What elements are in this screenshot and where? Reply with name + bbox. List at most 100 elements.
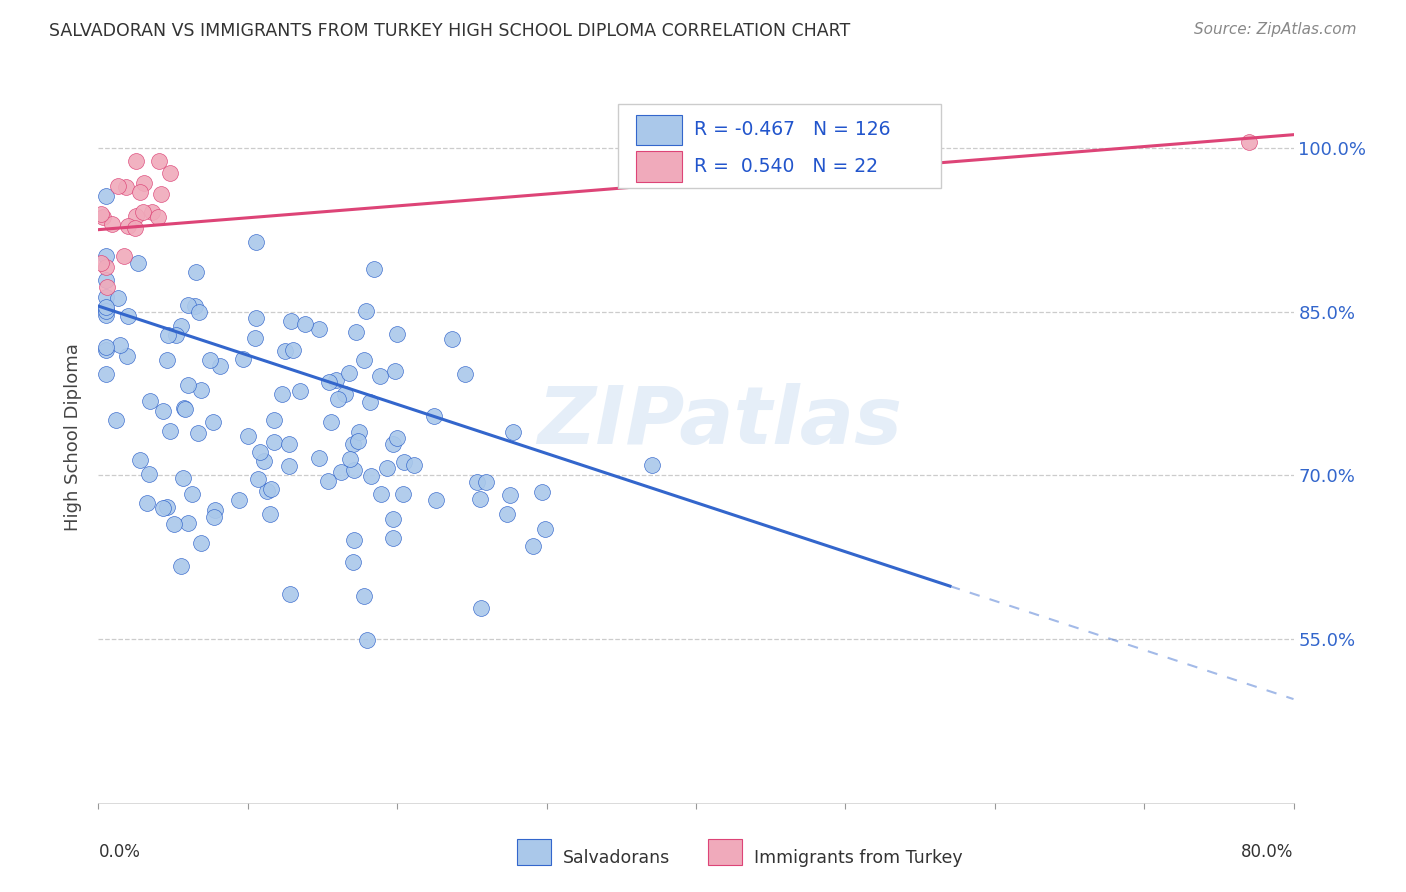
FancyBboxPatch shape: [709, 838, 742, 865]
FancyBboxPatch shape: [517, 838, 551, 865]
Point: [360, 468, 382, 483]
Point: [640, 458, 662, 473]
Point: [422, 409, 444, 424]
FancyBboxPatch shape: [637, 151, 682, 182]
Point: [94, 273, 117, 287]
Text: 80.0%: 80.0%: [1241, 843, 1294, 861]
Point: [148, 210, 170, 224]
Point: [465, 475, 488, 490]
Point: [177, 516, 200, 530]
Text: 0.0%: 0.0%: [98, 843, 141, 861]
Point: [152, 404, 174, 418]
Point: [402, 458, 425, 472]
Point: [347, 434, 370, 448]
Point: [152, 500, 174, 515]
Point: [381, 512, 404, 526]
Point: [263, 434, 285, 449]
Point: [288, 384, 311, 399]
Point: [328, 392, 350, 407]
Point: [187, 426, 209, 441]
Point: [283, 343, 305, 357]
Point: [270, 387, 292, 401]
Point: [105, 413, 128, 427]
Point: [359, 395, 381, 409]
Text: R =  0.540   N = 22: R = 0.540 N = 22: [693, 157, 877, 176]
Text: R = -0.467   N = 126: R = -0.467 N = 126: [693, 120, 890, 139]
Point: [94, 343, 117, 358]
Point: [139, 394, 162, 409]
Point: [245, 235, 267, 249]
Point: [440, 332, 463, 346]
Point: [363, 261, 385, 276]
Point: [157, 328, 180, 343]
Point: [278, 437, 301, 451]
Point: [117, 310, 139, 324]
Point: [94, 249, 117, 263]
Point: [190, 383, 212, 397]
Point: [382, 437, 405, 451]
Point: [454, 367, 477, 381]
Point: [339, 451, 361, 466]
Point: [385, 431, 408, 445]
Point: [617, 168, 640, 182]
Point: [96, 280, 118, 294]
Point: [135, 496, 157, 510]
Point: [94, 340, 117, 354]
Point: [278, 586, 301, 600]
Point: [101, 217, 124, 231]
Point: [247, 472, 270, 486]
Point: [94, 304, 117, 318]
Point: [132, 205, 155, 219]
Point: [180, 487, 202, 501]
Text: Immigrants from Turkey: Immigrants from Turkey: [754, 848, 963, 867]
Text: ZIPatlas: ZIPatlas: [537, 384, 903, 461]
Point: [107, 179, 129, 194]
Point: [96, 260, 118, 274]
Point: [184, 299, 207, 313]
Point: [353, 589, 375, 603]
FancyBboxPatch shape: [637, 114, 682, 145]
Point: [127, 256, 149, 270]
Point: [343, 463, 366, 477]
Point: [425, 493, 447, 508]
Point: [347, 425, 370, 439]
Point: [94, 308, 117, 322]
Point: [259, 508, 281, 522]
Point: [117, 219, 139, 234]
Point: [124, 220, 146, 235]
Point: [177, 378, 200, 392]
Point: [502, 425, 524, 439]
Point: [522, 539, 544, 553]
Point: [356, 304, 378, 318]
Point: [231, 351, 253, 366]
Point: [188, 305, 211, 319]
Point: [533, 522, 555, 536]
Point: [115, 180, 138, 194]
Point: [468, 492, 491, 507]
Point: [90, 207, 112, 221]
FancyBboxPatch shape: [619, 104, 941, 188]
Point: [125, 153, 148, 168]
Point: [94, 189, 117, 203]
Point: [344, 325, 367, 339]
Point: [201, 415, 224, 429]
Point: [208, 359, 231, 374]
Point: [353, 353, 375, 368]
Point: [245, 331, 267, 345]
Point: [384, 364, 406, 378]
Point: [342, 533, 364, 547]
Point: [165, 328, 187, 343]
Point: [308, 321, 330, 335]
Point: [115, 350, 138, 364]
Point: [259, 483, 281, 497]
Point: [319, 415, 342, 429]
Point: [202, 509, 225, 524]
Point: [132, 176, 155, 190]
Point: [128, 185, 150, 199]
Point: [294, 317, 316, 331]
Point: [94, 302, 117, 317]
Point: [318, 375, 340, 389]
Point: [159, 425, 181, 439]
Point: [381, 531, 404, 545]
Point: [170, 319, 193, 334]
